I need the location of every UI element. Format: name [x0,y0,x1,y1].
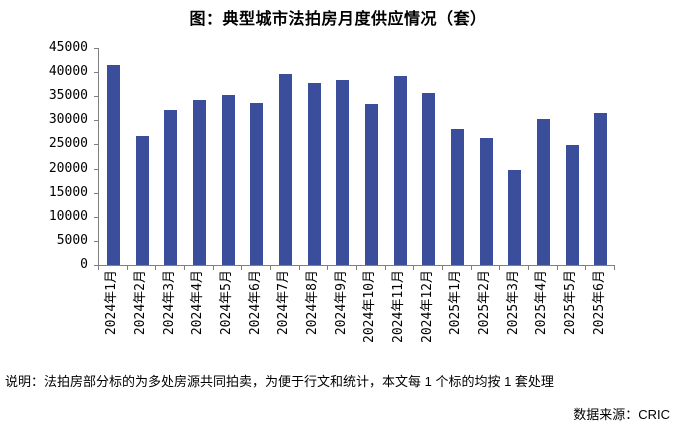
x-tick-label: 2024年12月 [419,270,435,343]
footnote: 说明：法拍房部分标的为多处房源共同拍卖，为便于行文和统计，本文每 1 个标的均按… [5,374,554,389]
x-tick-label: 2024年6月 [247,270,263,336]
y-tick-mark [94,265,98,266]
y-tick-mark [94,168,98,170]
x-tick-mark [614,266,615,270]
y-tick-label: 20000 [48,160,88,176]
x-tick-label: 2025年1月 [448,270,464,336]
y-tick-label: 30000 [48,112,88,128]
x-tick-mark [298,266,300,270]
x-tick-mark [528,266,529,270]
bar-2024年4月 [192,100,206,265]
x-tick-label: 2024年5月 [219,270,234,336]
x-tick-mark [98,266,99,270]
x-tick-label: 2024年2月 [133,270,148,336]
x-tick-mark [155,266,157,270]
y-tick-mark [94,120,98,122]
bar-2025年2月 [479,138,493,265]
x-tick-label: 2025年6月 [591,270,607,336]
y-tick-label: 15000 [48,184,88,200]
bar-2024年3月 [164,110,178,265]
y-tick-label: 10000 [48,208,88,224]
x-tick-label: 2025年2月 [477,270,492,336]
bar-2025年4月 [536,119,550,265]
x-tick-label: 2024年11月 [391,270,406,343]
x-tick-label: 2025年4月 [534,270,550,336]
bar-2024年9月 [336,80,350,265]
bar-2025年3月 [508,170,522,265]
x-tick-mark [556,266,558,270]
data-source: 数据来源：CRIC [573,407,670,422]
y-tick-label: 40000 [48,64,88,80]
y-tick-mark [94,144,98,146]
y-tick-label: 25000 [48,136,88,152]
x-tick-label: 2024年8月 [305,270,320,336]
x-tick-label: 2025年3月 [505,270,521,336]
x-tick-mark [499,266,501,270]
x-tick-label: 2024年3月 [161,270,177,336]
y-tick-mark [94,216,98,218]
x-tick-mark [384,266,386,270]
plot-area [98,48,615,266]
bar-2024年1月 [106,65,120,265]
y-tick-label: 35000 [48,88,88,104]
bar-2024年11月 [393,76,407,265]
bar-2024年6月 [250,103,264,265]
x-tick-mark [413,266,415,270]
x-tick-mark [327,266,329,270]
x-tick-mark [585,266,587,270]
x-tick-mark [241,266,243,270]
x-tick-label: 2024年4月 [190,270,206,336]
x-tick-mark [212,266,214,270]
bar-2025年6月 [594,113,608,265]
chart-title: 图：典型城市法拍房月度供应情况（套） [189,11,487,28]
x-tick-mark [356,266,357,270]
x-tick-label: 2024年9月 [333,270,349,336]
x-tick-mark [442,266,443,270]
y-tick-label: 0 [80,257,88,272]
bar-2024年5月 [221,95,235,265]
y-tick-label: 45000 [48,40,88,55]
x-tick-mark [184,266,185,270]
x-tick-mark [270,266,271,270]
bar-2024年12月 [422,93,436,265]
y-tick-mark [94,240,98,242]
bar-2025年5月 [565,145,579,265]
bar-2024年7月 [278,74,292,265]
x-tick-label: 2025年5月 [563,270,578,336]
bar-2025年1月 [450,129,464,265]
bar-2024年10月 [364,104,378,265]
x-tick-label: 2024年7月 [276,270,292,336]
y-tick-mark [94,192,98,194]
x-tick-label: 2024年1月 [104,270,120,336]
y-tick-mark [94,72,98,74]
y-tick-label: 5000 [56,232,88,248]
x-tick-mark [470,266,472,270]
y-tick-mark [94,48,98,49]
bar-2024年2月 [135,136,149,265]
bar-2024年8月 [307,83,321,265]
x-tick-label: 2024年10月 [362,270,378,343]
y-tick-mark [94,96,98,98]
x-tick-mark [126,266,128,270]
